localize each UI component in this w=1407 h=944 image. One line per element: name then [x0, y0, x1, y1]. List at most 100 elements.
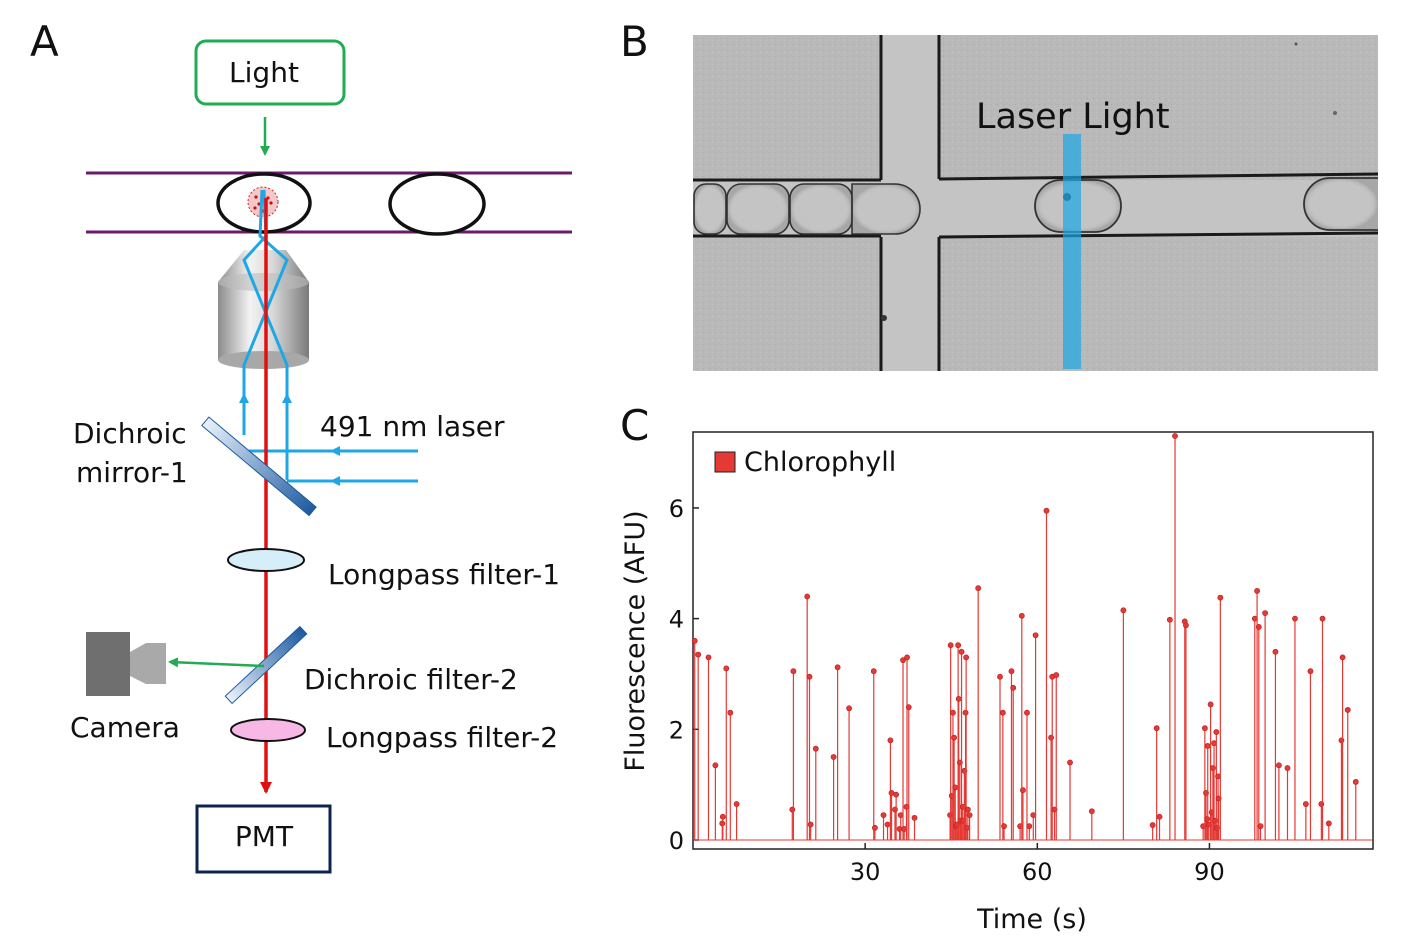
data-point: [900, 657, 906, 664]
dichroic2-label: Dichroic filter-2: [304, 663, 518, 696]
data-point: [1325, 820, 1332, 827]
dichroic1-label-line2: mirror-1: [76, 456, 188, 489]
data-point: [870, 668, 877, 675]
data-point: [952, 784, 959, 791]
data-point: [1156, 813, 1163, 820]
x-axis-ticks: 30 60 90: [850, 843, 1225, 886]
y-axis-ticks: 0 2 4 6: [669, 495, 699, 855]
data-point: [1010, 684, 1017, 691]
data-point: [958, 648, 965, 655]
data-point: [1318, 801, 1325, 807]
data-point: [1120, 607, 1127, 614]
data-point: [1088, 808, 1095, 815]
data-point: [1257, 823, 1264, 830]
data-point: [1292, 615, 1298, 622]
data-point: [947, 642, 954, 649]
data-point: [727, 709, 734, 716]
data-point: [789, 806, 796, 813]
x-tick-label: 60: [1022, 858, 1053, 886]
longpass-filter-2: [230, 718, 306, 742]
data-point: [1339, 654, 1346, 661]
laser-light-label: Laser Light: [976, 97, 1170, 137]
data-point: [812, 745, 819, 752]
panel-label-c: C: [620, 401, 649, 450]
data-point: [1284, 765, 1291, 771]
dichroic-mirror-1: [201, 416, 317, 517]
data-point: [1302, 801, 1309, 807]
data-point: [887, 737, 894, 744]
pmt-label: PMT: [235, 820, 294, 853]
data-point: [1032, 632, 1039, 639]
data-point: [1008, 668, 1015, 675]
data-point: [964, 806, 971, 813]
data-point: [830, 754, 837, 760]
data-point: [733, 801, 740, 807]
data-point: [1153, 725, 1160, 732]
data-point: [950, 709, 956, 716]
chart-legend: Chlorophyll: [714, 447, 896, 478]
data-point: [1183, 622, 1189, 629]
data-point: [997, 673, 1003, 680]
data-point: [955, 695, 962, 702]
data-point: [1217, 594, 1224, 601]
data-point: [1213, 729, 1220, 735]
dichroic-filter-2: [224, 625, 308, 705]
data-point: [1026, 823, 1033, 830]
micrograph-image: [693, 35, 1379, 371]
y-axis-label: Fluorescence (AFU): [620, 510, 651, 771]
data-point: [1255, 624, 1262, 630]
light-source-box: [194, 39, 346, 106]
data-point: [1149, 822, 1156, 828]
data-point: [1018, 612, 1025, 619]
data-point: [966, 812, 973, 818]
data-point: [1048, 734, 1054, 741]
data-point: [1001, 823, 1007, 830]
data-point: [1272, 648, 1279, 655]
data-point: [834, 664, 841, 671]
data-point: [1043, 507, 1050, 514]
data-point: [1207, 701, 1214, 708]
plot-area: [692, 431, 1374, 850]
x-axis-label: Time (s): [976, 904, 1087, 935]
laser-light-beam: [1063, 134, 1081, 369]
data-point: [904, 654, 910, 661]
data-point: [975, 585, 982, 592]
data-point: [905, 704, 912, 711]
x-tick-label: 30: [850, 858, 881, 886]
droplet-2: [388, 172, 486, 236]
data-point: [1344, 707, 1351, 713]
data-point: [1338, 737, 1345, 744]
data-point: [846, 705, 852, 712]
data-point: [1201, 725, 1208, 732]
longpass1-label: Longpass filter-1: [328, 558, 560, 591]
panel-c-chart: C 30 60 90 0 2 4 6 Time (s) Fluorescence (AFU…: [620, 401, 1374, 935]
data-point: [804, 593, 811, 600]
data-point: [691, 637, 698, 644]
dichroic1-label-line1: Dichroic: [73, 417, 187, 450]
data-point: [806, 673, 813, 680]
data-point: [695, 651, 702, 658]
camera-arrow: [168, 657, 265, 668]
data-point: [712, 762, 719, 769]
data-point: [892, 806, 898, 813]
camera-icon: [86, 632, 166, 696]
data-point: [1020, 787, 1026, 794]
data-point: [1319, 615, 1326, 622]
panel-label-a: A: [30, 17, 59, 66]
data-point: [884, 821, 891, 828]
data-point: [999, 709, 1006, 716]
data-point: [872, 824, 878, 831]
data-point: [1254, 588, 1260, 594]
data-point: [723, 665, 730, 672]
chart-stems: [691, 433, 1373, 841]
y-tick-label: 4: [669, 606, 684, 634]
data-point: [1352, 778, 1359, 785]
data-point: [1172, 433, 1178, 439]
camera-label: Camera: [70, 711, 180, 744]
laser-label: 491 nm laser: [320, 410, 505, 443]
x-tick-label: 90: [1194, 858, 1225, 886]
data-point: [1067, 759, 1073, 766]
data-point: [1204, 743, 1211, 749]
data-point: [1053, 672, 1060, 678]
